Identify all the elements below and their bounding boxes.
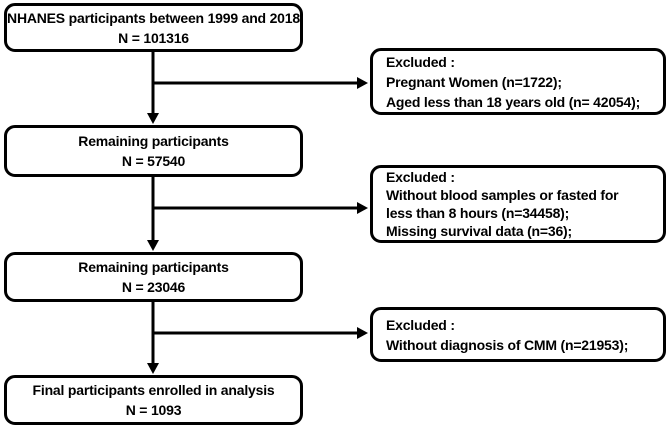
arrowhead-down-3 [147, 363, 159, 374]
flow-box-count: N = 57540 [121, 153, 186, 169]
arrow-right-excluded-2 [153, 202, 368, 214]
arrowhead-right-1 [357, 77, 368, 89]
exclusion-box-1: Excluded : Pregnant Women (n=1722); Aged… [370, 48, 666, 115]
exclusion-line: Pregnant Women (n=1722); [386, 73, 562, 90]
arrow-down-1 [147, 50, 159, 124]
flow-box-label: Final participants enrolled in analysis [32, 382, 275, 398]
exclusion-box-3: Excluded : Without diagnosis of CMM (n=2… [370, 307, 666, 362]
exclusion-header: Excluded : [386, 316, 455, 333]
exclusion-line: Aged less than 18 years old (n= 42054); [386, 93, 641, 110]
exclusion-line: Without blood samples or fasted for [386, 187, 619, 203]
arrowhead-right-3 [357, 327, 368, 339]
flow-box-remaining-2: Remaining participants N = 23046 [4, 252, 303, 302]
flow-box-count: N = 23046 [121, 279, 186, 295]
flow-box-remaining-1: Remaining participants N = 57540 [4, 125, 303, 177]
flow-box-count: N = 101316 [118, 29, 189, 46]
exclusion-line: Missing survival data (n=36); [386, 223, 572, 239]
exclusion-line: less than 8 hours (n=34458); [386, 205, 570, 221]
arrow-right-excluded-1 [153, 77, 368, 89]
exclusion-line: Without diagnosis of CMM (n=21953); [386, 336, 629, 353]
flow-box-final: Final participants enrolled in analysis … [4, 375, 303, 425]
flow-box-label: Remaining participants [78, 133, 229, 149]
exclusion-header: Excluded : [386, 53, 455, 70]
flow-box-label: NHANES participants between 1999 and 201… [7, 9, 300, 26]
arrowhead-down-1 [147, 113, 159, 124]
flow-box-label: Remaining participants [78, 259, 229, 275]
arrowhead-down-2 [147, 240, 159, 251]
flow-box-count: N = 1093 [125, 402, 182, 418]
exclusion-header: Excluded : [386, 169, 455, 185]
arrowhead-right-2 [357, 202, 368, 214]
flow-box-nhanes-total: NHANES participants between 1999 and 201… [4, 3, 303, 52]
arrow-down-3 [147, 300, 159, 374]
arrow-down-2 [147, 175, 159, 251]
arrow-right-excluded-3 [153, 327, 368, 339]
exclusion-box-2: Excluded : Without blood samples or fast… [370, 165, 666, 243]
